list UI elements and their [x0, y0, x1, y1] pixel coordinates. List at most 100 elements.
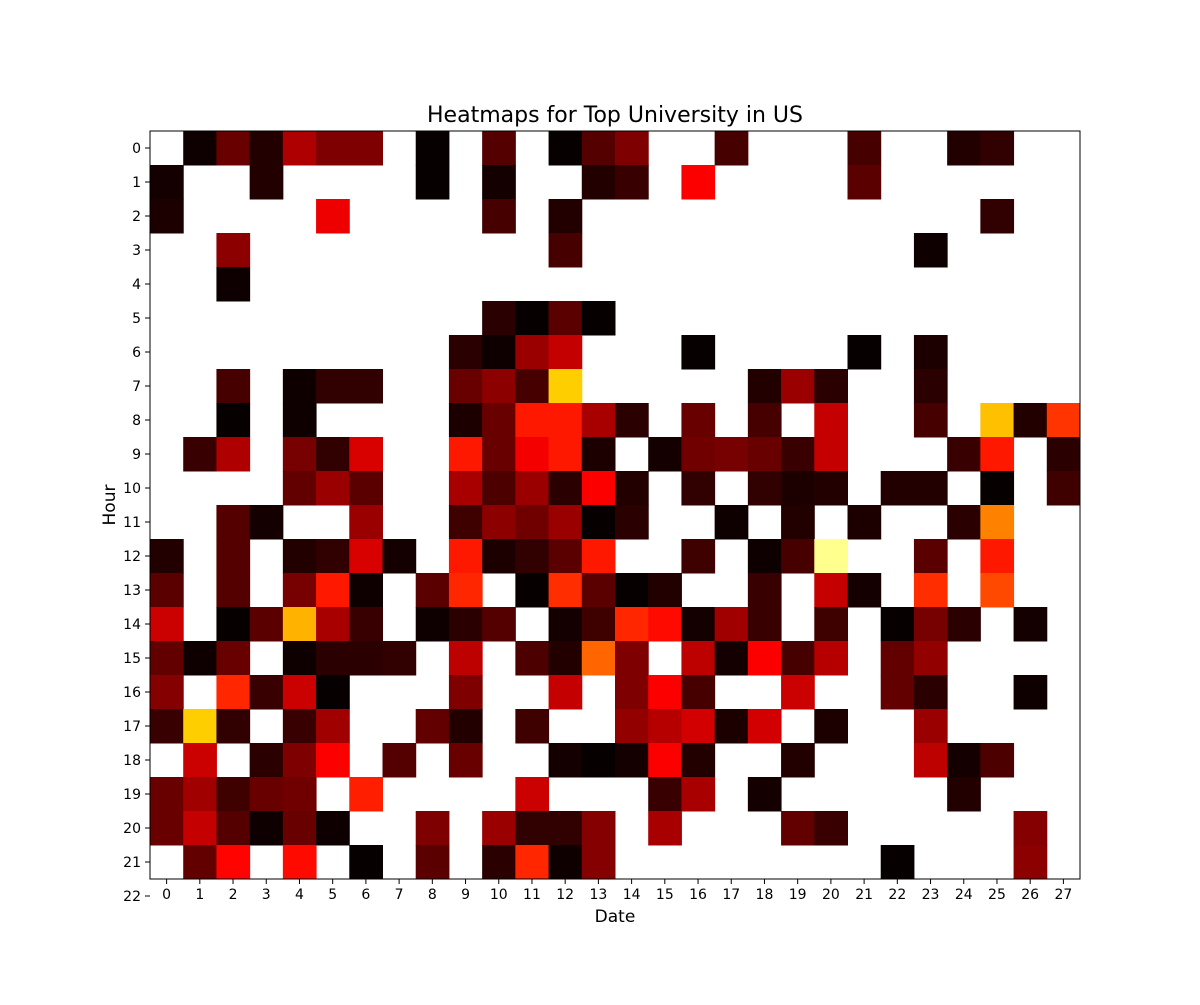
- x-tick-label: 17: [722, 887, 740, 903]
- heatmap-cell: [913, 709, 948, 744]
- x-tick-label: 2: [229, 887, 238, 903]
- heatmap-cell: [349, 369, 383, 404]
- y-tick-label: 14: [123, 617, 141, 633]
- x-tick-label: 5: [328, 887, 337, 903]
- heatmap-cell: [282, 675, 317, 710]
- heatmap-cell: [681, 403, 716, 438]
- heatmap-cell: [714, 709, 749, 744]
- heatmap-cell: [249, 675, 284, 710]
- heatmap-cell: [814, 573, 848, 608]
- heatmap-cell: [548, 233, 583, 268]
- heatmap-cell: [183, 131, 217, 166]
- heatmap-cell: [448, 369, 483, 404]
- heatmap-cell: [515, 573, 550, 608]
- y-tick-label: 3: [132, 243, 141, 259]
- heatmap-cell: [448, 641, 483, 676]
- heatmap-cell: [249, 743, 284, 778]
- y-tick-label: 17: [123, 719, 141, 735]
- heatmap-cell: [316, 811, 350, 846]
- heatmap-cell: [847, 573, 882, 608]
- heatmap-cell: [216, 267, 251, 302]
- heatmap-cell: [316, 539, 350, 574]
- heatmap-cell: [282, 539, 317, 574]
- heatmap-cell: [349, 845, 383, 880]
- heatmap-cell: [681, 675, 716, 710]
- heatmap-cell: [249, 607, 284, 642]
- heatmap-cell: [183, 641, 217, 676]
- heatmap-cell: [581, 743, 616, 778]
- heatmap-cell: [880, 675, 915, 710]
- heatmap-cell: [781, 743, 815, 778]
- heatmap-cell: [947, 505, 981, 540]
- x-tick-label: 24: [955, 887, 973, 903]
- heatmap-cell: [814, 811, 848, 846]
- heatmap-cell: [1046, 403, 1081, 438]
- y-tick-label: 0: [132, 141, 141, 157]
- x-tick-label: 19: [789, 887, 807, 903]
- y-tick-label: 7: [132, 379, 141, 395]
- heatmap-cell: [880, 641, 915, 676]
- heatmap-cell: [150, 709, 184, 744]
- heatmap-cell: [150, 539, 184, 574]
- heatmap-cell: [448, 573, 483, 608]
- heatmap-cell: [980, 573, 1015, 608]
- x-tick-label: 15: [656, 887, 674, 903]
- heatmap-cell: [581, 539, 616, 574]
- x-tick-label: 4: [295, 887, 304, 903]
- heatmap-cell: [880, 845, 915, 880]
- heatmap-cell: [1013, 845, 1048, 880]
- heatmap-cell: [581, 403, 616, 438]
- heatmap-cells: [150, 131, 1081, 880]
- heatmap-cell: [183, 437, 217, 472]
- heatmap-cell: [615, 641, 649, 676]
- heatmap-cell: [515, 301, 550, 336]
- heatmap-cell: [1013, 607, 1048, 642]
- y-tick-label: 4: [132, 277, 141, 293]
- heatmap-cell: [913, 573, 948, 608]
- heatmap-cell: [349, 131, 383, 166]
- heatmap-cell: [216, 675, 251, 710]
- heatmap-cell: [482, 845, 516, 880]
- heatmap-cell: [548, 369, 583, 404]
- heatmap-cell: [249, 131, 284, 166]
- heatmap-cell: [548, 607, 583, 642]
- heatmap-cell: [216, 131, 251, 166]
- heatmap-cell: [316, 131, 350, 166]
- heatmap-cell: [415, 607, 450, 642]
- heatmap-cell: [747, 437, 782, 472]
- heatmap-cell: [150, 675, 184, 710]
- heatmap-cell: [448, 437, 483, 472]
- y-tick-label: 18: [123, 753, 141, 769]
- heatmap-cell: [947, 437, 981, 472]
- heatmap-cell: [581, 437, 616, 472]
- heatmap-cell: [913, 335, 948, 370]
- heatmap-cell: [448, 335, 483, 370]
- heatmap-cell: [581, 471, 616, 506]
- heatmap-cell: [482, 335, 516, 370]
- y-tick-label: 1: [132, 175, 141, 191]
- heatmap-cell: [448, 471, 483, 506]
- heatmap-cell: [648, 709, 682, 744]
- heatmap-cell: [781, 471, 815, 506]
- heatmap-cell: [349, 641, 383, 676]
- y-tick-label: 10: [123, 481, 141, 497]
- x-tick-label: 9: [461, 887, 470, 903]
- heatmap-cell: [847, 505, 882, 540]
- heatmap-cell: [814, 607, 848, 642]
- x-tick-label: 14: [623, 887, 641, 903]
- heatmap-cell: [980, 131, 1015, 166]
- x-axis-ticks: 0 1 2 3 4 5 6 7 8 9 10 11 12 13 14 15 16 17 18 19 20 21 22 23 24…: [162, 879, 1072, 903]
- heatmap-cell: [515, 709, 550, 744]
- heatmap-cell: [349, 607, 383, 642]
- heatmap-cell: [681, 471, 716, 506]
- x-tick-label: 12: [556, 887, 574, 903]
- heatmap-cell: [515, 641, 550, 676]
- heatmap-cell: [947, 607, 981, 642]
- x-tick-label: 20: [822, 887, 840, 903]
- heatmap-cell: [747, 573, 782, 608]
- heatmap-cell: [581, 607, 616, 642]
- heatmap-cell: [515, 811, 550, 846]
- heatmap-cell: [814, 437, 848, 472]
- heatmap-cell: [581, 505, 616, 540]
